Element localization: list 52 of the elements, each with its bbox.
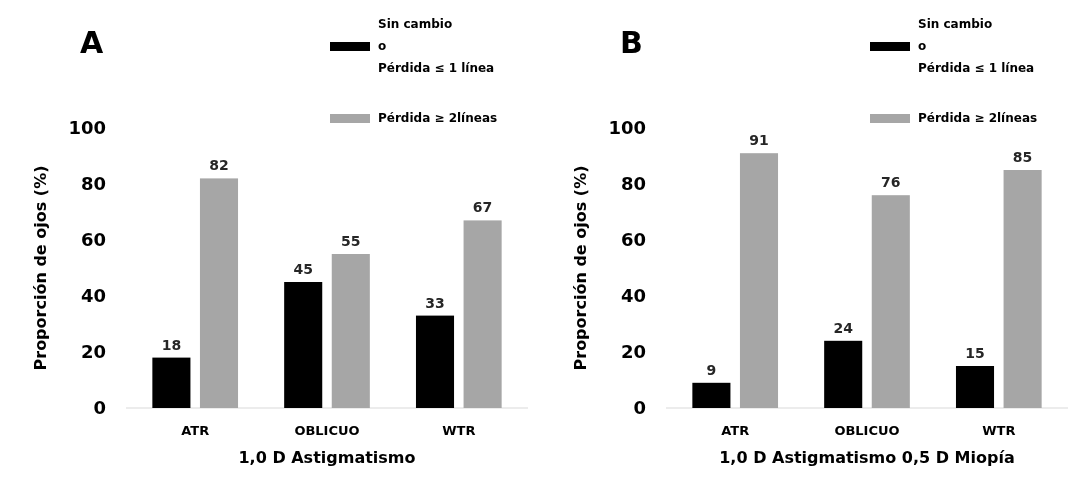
x-axis-title: 1,0 D Astigmatismo <box>238 448 416 467</box>
y-axis-title: Proporción de ojos (%) <box>31 165 50 371</box>
bar <box>955 366 995 408</box>
data-label: 9 <box>706 361 717 378</box>
bar <box>199 178 239 408</box>
y-tick-label: 100 <box>608 117 646 139</box>
bar <box>692 382 731 408</box>
bar <box>824 340 863 408</box>
data-label: 67 <box>472 199 493 216</box>
bar <box>463 220 502 408</box>
chart-title: A <box>80 25 104 60</box>
y-axis-title: Proporción de ojos (%) <box>571 165 590 371</box>
legend-label: Sin cambio o Pérdida ≤ 1 línea <box>378 17 495 76</box>
data-label: 82 <box>209 157 229 174</box>
y-tick-label: 0 <box>93 397 106 419</box>
y-tick-label: 80 <box>620 173 646 195</box>
y-tick-label: 40 <box>80 285 106 307</box>
data-label: 33 <box>425 294 445 311</box>
y-tick-label: 20 <box>80 341 106 363</box>
legend-label: Pérdida ≥ 2líneas <box>378 111 498 126</box>
data-label: 55 <box>341 233 361 249</box>
data-label: 76 <box>881 174 901 191</box>
x-tick-label: OBLICUO <box>834 423 900 438</box>
bar <box>1003 170 1042 408</box>
bar <box>152 357 191 408</box>
x-tick-label: ATR <box>721 423 750 438</box>
legend-label: Sin cambio o Pérdida ≤ 1 línea <box>918 17 1035 76</box>
data-label: 85 <box>1012 149 1033 165</box>
bar <box>331 254 370 408</box>
bar <box>739 153 779 408</box>
data-label: 24 <box>833 319 854 336</box>
y-tick-label: 80 <box>80 173 106 195</box>
y-tick-label: 60 <box>80 229 106 251</box>
data-label: 15 <box>965 345 985 361</box>
bar <box>871 195 910 408</box>
chart-title: B <box>620 25 643 60</box>
legend-label: Pérdida ≥ 2líneas <box>918 111 1038 126</box>
y-tick-label: 100 <box>68 117 106 139</box>
y-tick-label: 40 <box>620 285 646 307</box>
y-tick-label: 20 <box>620 341 646 363</box>
x-tick-label: WTR <box>442 423 476 438</box>
x-tick-label: OBLICUO <box>294 423 360 438</box>
bar <box>284 282 323 408</box>
y-tick-label: 60 <box>620 229 646 251</box>
data-label: 18 <box>161 336 182 353</box>
x-tick-label: WTR <box>982 423 1016 438</box>
data-label: 91 <box>749 132 769 149</box>
x-tick-label: ATR <box>181 423 210 438</box>
data-label: 45 <box>293 261 313 277</box>
bar <box>415 315 455 408</box>
x-axis-title: 1,0 D Astigmatismo 0,5 D Miopía <box>719 448 1015 467</box>
y-tick-label: 0 <box>633 397 646 419</box>
